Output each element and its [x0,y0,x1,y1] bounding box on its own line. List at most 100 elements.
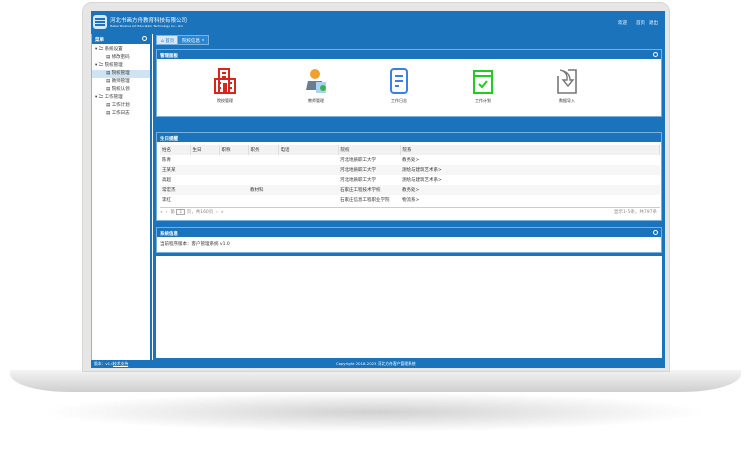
logo-icon [93,15,107,29]
table-cell: 教材科 [248,185,278,195]
column-header[interactable]: 院系 [400,145,660,155]
sidebar-title: 菜单 [95,38,104,43]
column-header[interactable]: 电话 [278,145,339,155]
table-cell: 教务处> [400,185,660,195]
settings-icon[interactable] [653,230,658,235]
copyright: Copyright 2018-2023 河北方舟客户管理系统 [336,361,416,366]
shortcut-label: 数据导入 [559,98,575,103]
table-cell [278,165,338,175]
table-row[interactable]: 常宏杰 教材科 石家庄工程技术学校 教务处> [160,185,660,195]
birthday-panel: 生日提醒 姓名 生日 职称 职务 电话 院校 院系 陈青 河北地质职工大学 教务处>… [156,132,662,221]
table-cell: 河北地质职工大学 [340,178,376,183]
manage-panel: 管理面板 院校管理 教师管理 工作日志 工作计划 数据导入 [156,49,662,117]
table-row[interactable]: 陈青 河北地质职工大学 教务处> [160,155,660,165]
page-input[interactable]: 1 [176,209,186,215]
table-cell [219,195,248,205]
sidebar-item-work-log[interactable]: ▤ 工作日志 [106,111,130,116]
table-cell [219,165,248,175]
work-log-shortcut[interactable]: 工作日志 [379,68,419,104]
last-page-button[interactable]: » [220,210,224,215]
work-plan-shortcut[interactable]: 工作计划 [463,68,503,104]
tab-label: 首页 [165,39,175,44]
close-icon[interactable]: × [201,38,205,42]
teacher-manage-shortcut[interactable]: 教师管理 [296,68,336,104]
tab-bar: ⌂ 首页 院校信息 × [153,34,665,45]
table-cell [190,165,219,175]
panel-title: 生日提醒 [160,136,178,142]
home-link[interactable]: 首页 [636,21,645,26]
sidebar-group-system[interactable]: ▾ 🗀 系统设置 [95,47,123,52]
version-info: 当前程序版本：客户管理系统 v1.0 [160,242,230,247]
shortcut-label: 工作日志 [391,98,407,103]
teacher-icon [306,69,326,93]
data-import-shortcut[interactable]: 数据导入 [547,68,587,104]
page-prefix: 第 [170,210,175,215]
import-icon [557,69,577,94]
group-label: 系统设置 [104,47,123,52]
school-manage-shortcut[interactable]: 院校管理 [205,68,245,104]
system-info-panel: 系统信息 当前程序版本：客户管理系统 v1.0 [156,227,662,253]
support-link[interactable]: 技术支持 [113,361,129,366]
app-header: 河北书画方舟教育科技有限公司 Hebei Shuhua Art Educatio… [91,11,665,34]
first-page-button[interactable]: « [160,210,163,215]
prev-page-button[interactable]: ‹ [165,210,168,215]
building-icon [214,68,236,94]
table-cell [248,195,278,205]
item-label: 工作日志 [111,111,130,116]
tab-label: 院校信息 [182,39,200,44]
table-cell: 高超 [162,178,171,183]
table-cell: 教务处> [402,158,420,163]
sidebar-item-teacher-manage[interactable]: ▤ 教师管理 [106,79,130,84]
table-cell [219,185,248,195]
collapse-icon[interactable] [142,36,147,41]
sidebar-item-work-plan[interactable]: ▤ 工作计划 [106,103,130,108]
tab-school-info[interactable]: 院校信息 × [177,35,210,45]
settings-icon[interactable] [653,52,658,57]
company-name-en: Hebei Shuhua Art Education Technology Co… [110,24,183,28]
sidebar-group-schools[interactable]: ▾ 🗀 院校管理 [95,63,123,68]
table-cell [278,185,338,195]
column-header[interactable]: 姓名 [160,145,191,155]
table-cell: 石家庄信息工程职业学院 [340,198,390,203]
sidebar-header: 菜单 [92,34,150,44]
panel-title: 管理面板 [160,53,178,59]
column-header[interactable]: 生日 [190,145,220,155]
next-page-button[interactable]: › [216,210,218,215]
table-cell [190,195,219,205]
tab-home[interactable]: ⌂ 首页 [156,35,180,45]
table-cell: 测绘与建筑艺术系> [402,178,442,183]
table-cell [190,185,219,195]
column-header[interactable]: 职称 [219,145,249,155]
table-cell: 王某某 [160,165,190,175]
column-header[interactable]: 院校 [338,145,401,155]
logout-link[interactable]: 退出 [649,21,658,26]
welcome-text: 欢迎 [618,21,627,26]
laptop-base [10,370,741,392]
sidebar-group-work[interactable]: ▾ 🗀 工作管理 [95,95,123,100]
group-label: 工作管理 [104,95,123,100]
item-label: 院校认领 [111,87,130,92]
item-label: 院校管理 [111,71,130,76]
calendar-check-icon [473,70,493,94]
footer-version: 版本：v1.0 [94,361,114,366]
sidebar-item-school-manage[interactable]: ▤ 院校管理 [92,70,150,78]
table-cell [219,175,248,185]
table-header-row: 姓名 生日 职称 职务 电话 院校 院系 [160,145,660,155]
panel-title: 系统信息 [160,231,178,237]
sidebar-item-school-claim[interactable]: ▤ 院校认领 [106,87,130,92]
page-total: 页，共160页 [186,210,214,215]
panel-header: 系统信息 [157,228,661,237]
table-cell: 陈青 [162,158,171,163]
column-header[interactable]: 职务 [248,145,279,155]
table-cell: 石家庄工程技术学校 [338,185,400,195]
group-label: 院校管理 [104,63,123,68]
table-row[interactable]: 王某某 河北地质职工大学 测绘与建筑艺术系> [160,165,660,175]
table-cell [278,195,338,205]
panel-header: 生日提醒 [157,133,661,142]
pager-summary: 显示1-5条，共797条 [614,210,657,215]
panel-header: 管理面板 [157,50,661,59]
table-row[interactable]: 李红 石家庄信息工程职业学院 物流系> [160,195,660,205]
table-row[interactable]: 高超 河北地质职工大学 测绘与建筑艺术系> [160,175,660,185]
main-area: ⌂ 首页 院校信息 × 管理面板 院校管理 教师管理 工作日志 工作计划 [153,34,665,360]
sidebar-item-change-password[interactable]: ▤ 修改密码 [106,55,130,60]
